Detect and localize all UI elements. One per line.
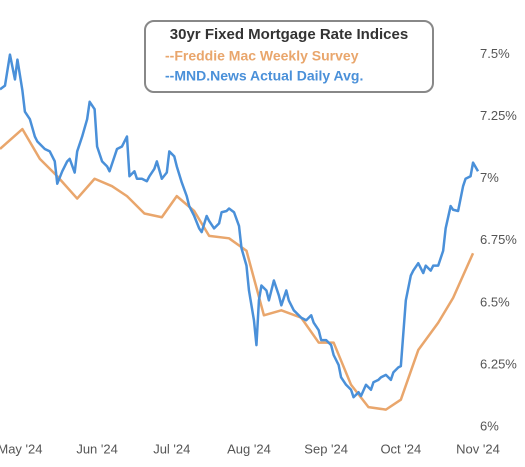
x-tick-label: Nov '24	[456, 441, 500, 456]
y-tick-label: 6.5%	[480, 294, 510, 309]
legend: 30yr Fixed Mortgage Rate Indices --Fredd…	[144, 20, 434, 93]
y-tick-label: 6%	[480, 418, 499, 433]
y-tick-label: 7.25%	[480, 108, 517, 123]
x-tick-label: Jul '24	[153, 441, 190, 456]
x-tick-label: Sep '24	[304, 441, 348, 456]
legend-entry: --Freddie Mac Weekly Survey	[165, 48, 359, 64]
x-tick-label: Jun '24	[76, 441, 118, 456]
y-tick-label: 7.5%	[480, 46, 510, 61]
x-tick-label: May '24	[0, 441, 42, 456]
plot-area: 6% 6.25% 6.5% 6.75% 7% 7.25% 7.5% May '24 Jun '2…	[0, 46, 517, 456]
legend-entry: --MND.News Actual Daily Avg.	[165, 68, 363, 84]
series-line	[0, 53, 480, 399]
y-tick-label: 6.75%	[480, 232, 517, 247]
y-tick-label: 6.25%	[480, 356, 517, 371]
chart-title: 30yr Fixed Mortgage Rate Indices	[170, 26, 408, 43]
legend-box	[144, 20, 434, 93]
y-tick-label: 7%	[480, 170, 499, 185]
series-line	[0, 127, 475, 411]
x-tick-label: Aug '24	[227, 441, 271, 456]
x-tick-label: Oct '24	[380, 441, 421, 456]
